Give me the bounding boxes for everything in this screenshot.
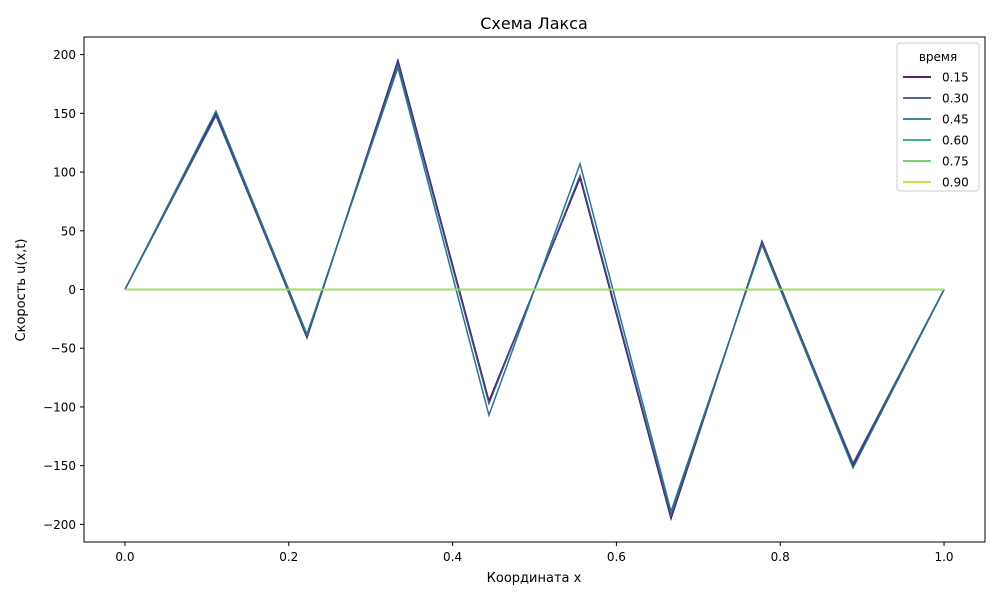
x-tick-label: 1.0 <box>934 550 953 564</box>
y-axis-label: Скорость u(x,t) <box>14 239 29 342</box>
plot-area: 0.0 0.2 0.4 0.6 0.8 1.0 −200 −150 −100 −50 0 50 100 1… <box>43 36 986 564</box>
legend-box <box>896 42 980 192</box>
y-tick-label: −200 <box>43 518 76 532</box>
legend-title: время <box>919 50 957 64</box>
x-axis-label: Координата x <box>487 571 582 586</box>
y-tick-label: 150 <box>53 107 76 121</box>
legend-label: 0.15 <box>942 71 969 85</box>
y-tick-label: 200 <box>53 48 76 62</box>
x-tick-label: 0.2 <box>279 550 298 564</box>
y-tick-label: 50 <box>61 224 76 238</box>
chart-title: Схема Лакса <box>480 14 588 33</box>
legend: время 0.15 0.30 0.45 0.60 0.75 0.90 <box>896 42 980 192</box>
x-tick-label: 0.0 <box>115 550 134 564</box>
series-lines <box>124 57 945 522</box>
legend-label: 0.75 <box>942 155 969 169</box>
y-tick-label: −50 <box>51 342 76 356</box>
x-tick-label: 0.8 <box>771 550 790 564</box>
y-tick-label: 0 <box>68 283 76 297</box>
legend-label: 0.30 <box>942 92 969 106</box>
x-tick-label: 0.4 <box>443 550 462 564</box>
legend-label: 0.90 <box>942 176 969 190</box>
y-tick-label: −100 <box>43 400 76 414</box>
legend-label: 0.45 <box>942 113 969 127</box>
legend-label: 0.60 <box>942 134 969 148</box>
y-tick-label: −150 <box>43 459 76 473</box>
x-tick-label: 0.6 <box>607 550 626 564</box>
y-tick-label: 100 <box>53 166 76 180</box>
